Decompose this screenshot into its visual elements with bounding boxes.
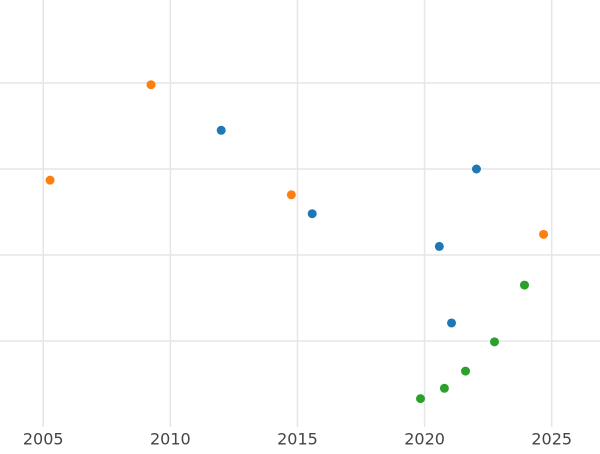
point [286,190,296,200]
x-tick-label: 2025 [531,430,572,449]
point [439,383,449,393]
x-tick-label: 2015 [277,430,318,449]
point [416,394,426,404]
point [489,337,499,347]
point [519,280,529,290]
point [45,175,55,185]
point [216,125,226,135]
point [461,366,471,376]
point [146,80,156,90]
point [434,241,444,251]
point [539,229,549,239]
x-tick-label: 2010 [150,430,191,449]
x-tick-label: 2005 [23,430,64,449]
point [307,209,317,219]
x-tick-label: 2020 [404,430,445,449]
point [447,318,457,328]
point [471,164,481,174]
